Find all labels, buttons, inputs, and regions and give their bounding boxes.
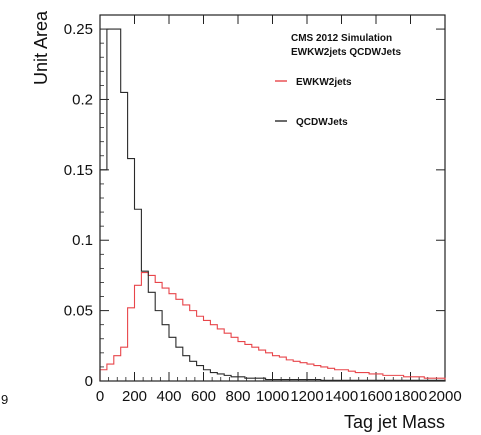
legend-label-ewkw2jets: EWKW2jets <box>296 77 352 88</box>
x-tick-label: 400 <box>156 388 181 405</box>
x-tick-label: 200 <box>122 388 147 405</box>
legend-header-line-2: EWKW2jets QCDWJets <box>291 47 401 58</box>
y-tick-label: 0.15 <box>64 162 93 179</box>
y-axis-ticks: 0 0.05 0.1 0.15 0.2 0.25 <box>64 21 445 390</box>
x-axis-title: Tag jet Mass <box>344 412 445 432</box>
y-tick-label: 0 <box>85 373 93 390</box>
x-tick-label: 2000 <box>428 388 461 405</box>
legend-label-qcdwjets: QCDWJets <box>296 117 348 128</box>
x-tick-label: 1800 <box>394 388 427 405</box>
stray-edge-digit: 9 <box>1 392 8 407</box>
x-tick-label: 600 <box>191 388 216 405</box>
series-layer <box>99 28 446 381</box>
y-axis-title: Unit Area <box>31 10 51 85</box>
x-tick-label: 1400 <box>325 388 358 405</box>
x-tick-label: 1200 <box>290 388 323 405</box>
x-tick-label: 1600 <box>359 388 392 405</box>
y-tick-label: 0.2 <box>72 91 93 108</box>
series-histogram-qcdwjets <box>99 28 446 381</box>
legend-header-line-1: CMS 2012 Simulation <box>291 33 392 44</box>
plot-frame <box>99 14 446 382</box>
y-tick-label: 0.1 <box>72 232 93 249</box>
y-tick-label: 0.25 <box>64 21 93 38</box>
y-tick-label: 0.05 <box>64 303 93 320</box>
x-tick-label: 1000 <box>256 388 289 405</box>
series-histogram-ewkw2jets <box>99 272 446 381</box>
x-axis-ticks: 0 200 400 600 800 1000 1200 1400 1600 1800 2000 <box>96 15 462 405</box>
x-tick-label: 800 <box>225 388 250 405</box>
x-tick-label: 0 <box>96 388 104 405</box>
